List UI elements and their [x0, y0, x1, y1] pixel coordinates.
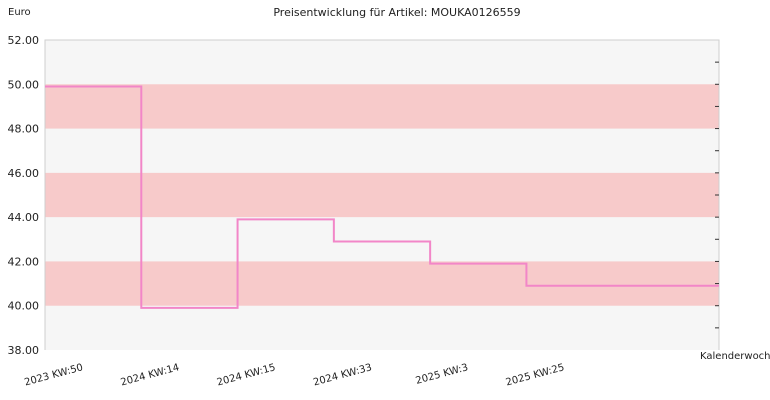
x-axis-label: Kalenderwoche	[700, 351, 770, 362]
x-tick-label: 2024 KW:33	[312, 362, 373, 388]
x-tick-label: 2025 KW:3	[415, 362, 470, 387]
y-tick-labels: 38.00 40.00 42.00 44.00 46.00 48.00 50.00 52.00	[8, 34, 40, 357]
plot-area	[44, 39, 720, 350]
band	[45, 261, 719, 306]
y-tick-label: 38.00	[8, 344, 40, 357]
right-axis-ticks	[715, 61, 719, 329]
y-tick-label: 50.00	[8, 78, 40, 91]
price-step-line	[45, 85, 719, 309]
y-tick-label: 46.00	[8, 167, 40, 180]
x-tick-label: 2025 KW:25	[505, 362, 566, 388]
y-tick-label: 42.00	[8, 255, 40, 268]
x-tick-label: 2023 KW:50	[23, 362, 84, 388]
chart-title: Preisentwicklung für Artikel: MOUKA01265…	[273, 6, 520, 19]
x-tick-labels: 2023 KW:50 2024 KW:14 2024 KW:15 2024 KW:33…	[23, 362, 565, 388]
band	[45, 172, 719, 218]
x-tick-label: 2024 KW:15	[216, 362, 277, 388]
band	[45, 84, 719, 129]
y-tick-label: 52.00	[8, 34, 40, 47]
y-tick-label: 44.00	[8, 211, 40, 224]
y-tick-label: 48.00	[8, 123, 40, 136]
alternating-bands	[45, 84, 719, 306]
y-tick-label: 40.00	[8, 300, 40, 313]
y-axis-label: Euro	[8, 7, 31, 18]
x-tick-label: 2024 KW:14	[120, 362, 181, 388]
